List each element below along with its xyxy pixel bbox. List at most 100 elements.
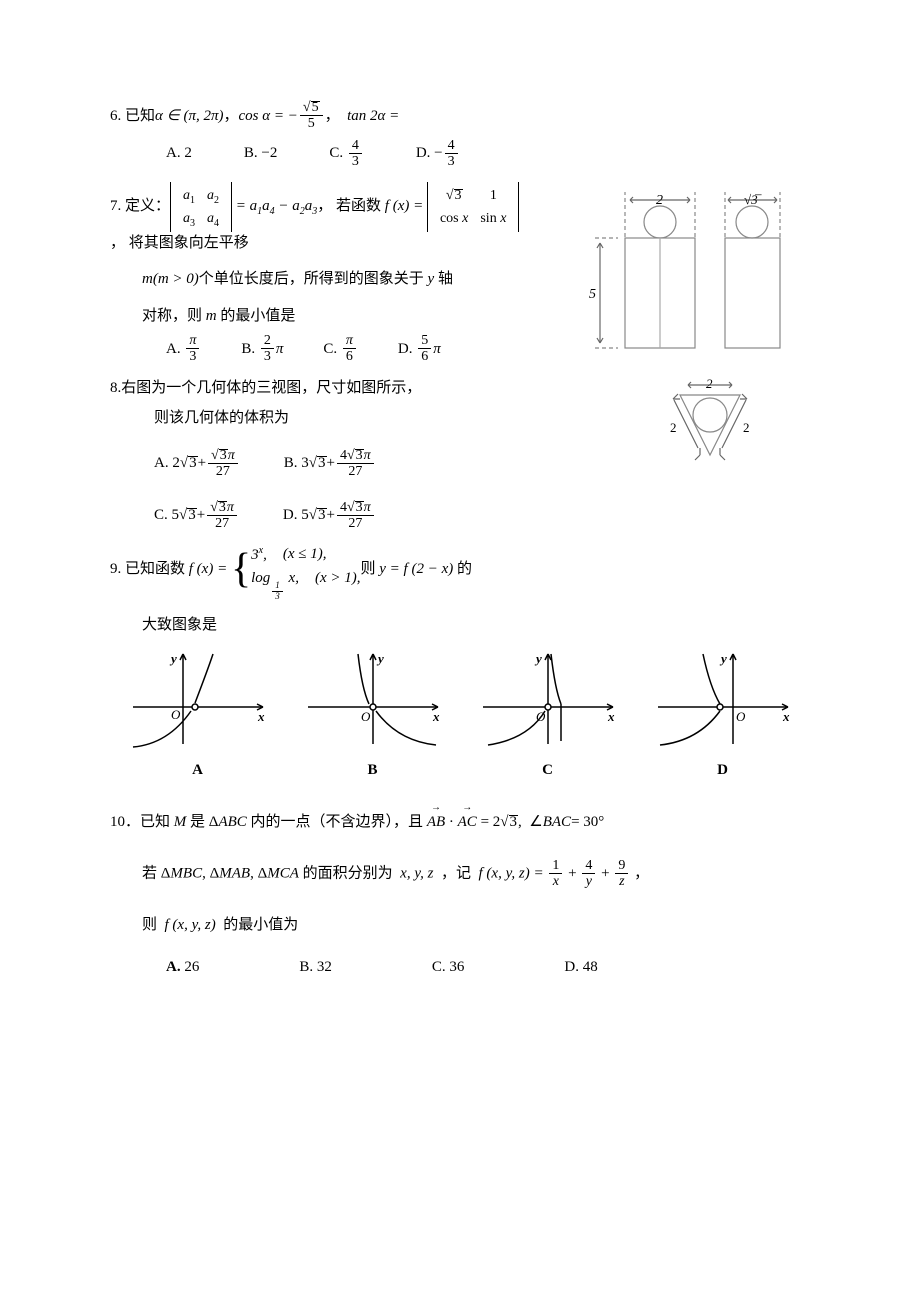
det-fx: √31 cos xsin x xyxy=(427,182,519,232)
lblC: C xyxy=(473,759,623,782)
q9-mid: 则 xyxy=(361,558,376,581)
q7: 7. 定义： a1a2 a3a4 = a1a4 − a2a3 ， 若函数 f (… xyxy=(110,182,575,365)
sep2: ， xyxy=(325,105,340,128)
q7-line3: 对称，则 m 的最小值是 xyxy=(142,305,575,328)
graphB: O x y B xyxy=(298,649,448,782)
q9-l2: 大致图象是 xyxy=(142,614,810,637)
q10-options: A. 26 B. 32 C. 36 D. 48 xyxy=(166,956,810,979)
q7-l2b: 轴 xyxy=(438,271,453,287)
q6-optB: B. −2 xyxy=(244,138,277,170)
svg-text:O: O xyxy=(361,709,371,724)
svg-text:O: O xyxy=(536,709,546,724)
q7-suffix: ， 将其图象向左平移 xyxy=(110,232,249,255)
q8-figure: 2 √3̅ 5 xyxy=(585,182,810,490)
svg-text:x: x xyxy=(607,709,615,724)
q7-l3: 对称，则 xyxy=(142,308,202,324)
q7-l3b: 的最小值是 xyxy=(220,308,295,324)
lblA: A xyxy=(123,759,273,782)
q6-optD: D. −43 xyxy=(416,138,460,170)
fx-eq: f (x) = xyxy=(385,195,427,218)
svg-text:y: y xyxy=(169,651,177,666)
svg-text:2: 2 xyxy=(743,420,750,435)
three-view-svg: 2 √3̅ 5 xyxy=(585,182,810,482)
q10-l3a: 则 xyxy=(142,917,157,933)
q10-l2c: ，记 xyxy=(441,865,471,881)
frac-sqrt5-5: √55 xyxy=(300,100,323,132)
graphD: O x y D xyxy=(648,649,798,782)
q8-l2: 则该几何体的体积为 xyxy=(154,407,575,430)
q8-options: A. 2√3 + √3π27 B. 3√3 + 4√3π27 C. 5√3 + … xyxy=(154,448,575,532)
q10-l1c: 内的一点（不含边界），且 xyxy=(251,811,424,834)
q9-num: 9. xyxy=(110,558,121,581)
q10-l2b: 的面积分别为 xyxy=(303,865,393,881)
q7-l2a: 个单位长度后，所得到的图象关于 xyxy=(199,271,424,287)
q10-l1b: 是 xyxy=(190,811,205,834)
lblB: B xyxy=(298,759,448,782)
tan2a: tan 2α = xyxy=(347,105,399,128)
q10-l1a: 已知 xyxy=(140,811,170,834)
q9: 9. 已知函数 f (x) = { 3x,(x ≤ 1), log13 x,(x… xyxy=(110,543,810,781)
det-eq: = a1a4 − a2a3 xyxy=(232,195,317,218)
q10A: A. 26 xyxy=(166,956,199,979)
svg-text:2: 2 xyxy=(706,376,713,391)
q6-prefix: 已知 xyxy=(125,105,155,128)
q6: 6. 已知 α ∈ (π, 2π) ， cos α = − √55 ， tan … xyxy=(110,100,810,170)
svg-text:y: y xyxy=(376,651,384,666)
q6-options: A. 2 B. −2 C. 43 D. −43 xyxy=(166,138,810,170)
q10-num: 10． xyxy=(110,811,140,834)
q10-line2: 若 ΔMBC, ΔMAB, ΔMCA 的面积分别为 x, y, z ，记 f (… xyxy=(142,858,810,890)
q6-num: 6. xyxy=(110,105,121,128)
graphC: O x y C xyxy=(473,649,623,782)
det-def-lhs: a1a2 a3a4 xyxy=(170,182,232,232)
q10D: D. 48 xyxy=(564,956,597,979)
svg-text:O: O xyxy=(736,709,746,724)
q6-optA: A. 2 xyxy=(166,138,192,170)
q10: 10． 已知 M 是 ΔABC 内的一点（不含边界），且 →AB · →AC =… xyxy=(110,811,810,978)
piecewise: 3x,(x ≤ 1), log13 x,(x > 1), xyxy=(251,543,360,594)
cos-expr: cos α = − xyxy=(239,105,298,128)
q10B: B. 32 xyxy=(299,956,332,979)
svg-text:y: y xyxy=(534,651,542,666)
q7C: C. π6 xyxy=(323,333,358,365)
q9-prefix: 已知函数 xyxy=(125,558,185,581)
q6B: −2 xyxy=(261,142,277,165)
alpha-range: α ∈ (π, 2π) xyxy=(155,105,223,128)
q8D: D. 5√3 + 4√3π27 xyxy=(283,500,376,532)
svg-text:x: x xyxy=(257,709,265,724)
q7B: B. 23π xyxy=(241,333,283,365)
q9-graphs: O x y A O x y B xyxy=(110,649,810,782)
q6A: 2 xyxy=(184,142,192,165)
q8: 8.右图为一个几何体的三视图，尺寸如图所示， 则该几何体的体积为 A. 2√3 … xyxy=(110,377,575,532)
q7-mid: ， 若函数 xyxy=(317,195,381,218)
q8A: A. 2√3 + √3π27 xyxy=(154,448,240,480)
svg-text:x: x xyxy=(432,709,440,724)
q8-l1: 右图为一个几何体的三视图，尺寸如图所示， xyxy=(121,380,421,396)
q10-l2a: 若 xyxy=(142,865,157,881)
svg-text:x: x xyxy=(782,709,790,724)
q8C: C. 5√3 + √3π27 xyxy=(154,500,239,532)
svg-text:5: 5 xyxy=(589,287,596,302)
q7-options: A. π3 B. 23π C. π6 D. 56π xyxy=(166,333,575,365)
q7-prefix: 定义： xyxy=(125,195,170,218)
q10Av: 26 xyxy=(184,956,199,979)
q10C: C. 36 xyxy=(432,956,465,979)
lblD: D xyxy=(648,759,798,782)
svg-text:O: O xyxy=(171,707,181,722)
q9-suffix: 的 xyxy=(457,558,472,581)
q7D: D. 56π xyxy=(398,333,441,365)
graphA: O x y A xyxy=(123,649,273,782)
q10Bv: 32 xyxy=(317,956,332,979)
svg-text:y: y xyxy=(719,651,727,666)
q7-num: 7. xyxy=(110,195,121,218)
q7A: A. π3 xyxy=(166,333,201,365)
sep: ， xyxy=(223,105,238,128)
q8B: B. 3√3 + 4√3π27 xyxy=(284,448,376,480)
q10Dv: 48 xyxy=(583,956,598,979)
q8-num: 8. xyxy=(110,380,121,396)
q7-line2: m(m > 0)个单位长度后，所得到的图象关于 y 轴 xyxy=(142,268,575,291)
q10-line3: 则 f (x, y, z) 的最小值为 xyxy=(142,914,810,937)
q10-l2d: ， xyxy=(634,865,649,881)
q10Cv: 36 xyxy=(449,956,464,979)
svg-text:2: 2 xyxy=(670,420,677,435)
q6-optC: C. 43 xyxy=(329,138,364,170)
